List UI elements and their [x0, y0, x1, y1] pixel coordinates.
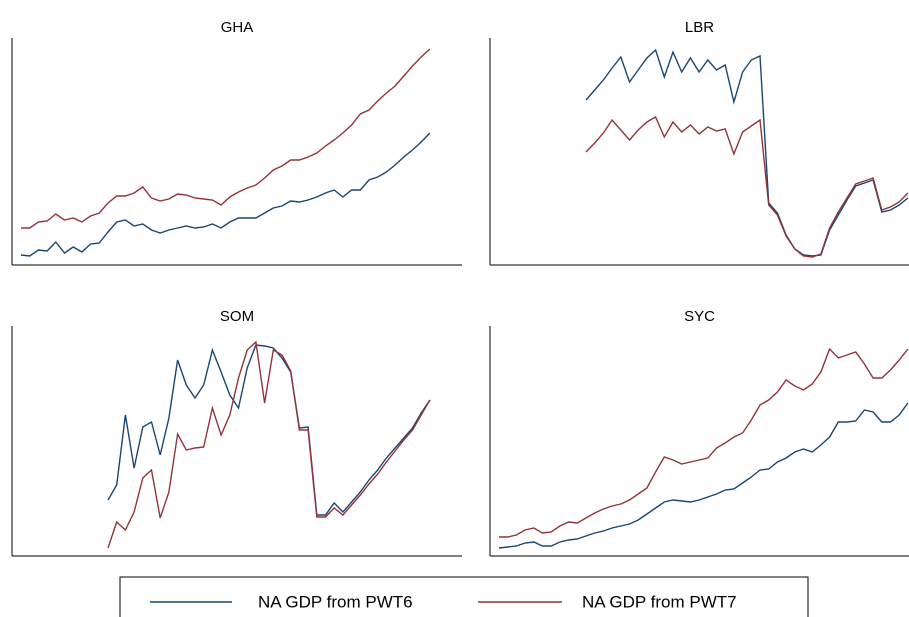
series-line [585, 48, 909, 257]
series-line [499, 347, 909, 538]
panel-title: SYC [684, 308, 715, 325]
series-line [498, 402, 909, 549]
panel-title: LBR [685, 19, 714, 36]
panel-title: GHA [221, 19, 254, 36]
legend-label: NA GDP from PWT7 [582, 592, 737, 611]
series-line [20, 132, 431, 257]
panel-title: SOM [220, 308, 254, 325]
legend-label: NA GDP from PWT6 [258, 592, 413, 611]
legend-box [119, 576, 809, 617]
series-line [107, 340, 431, 549]
series-line [107, 344, 431, 516]
series-line [585, 116, 909, 258]
series-line [21, 48, 431, 229]
